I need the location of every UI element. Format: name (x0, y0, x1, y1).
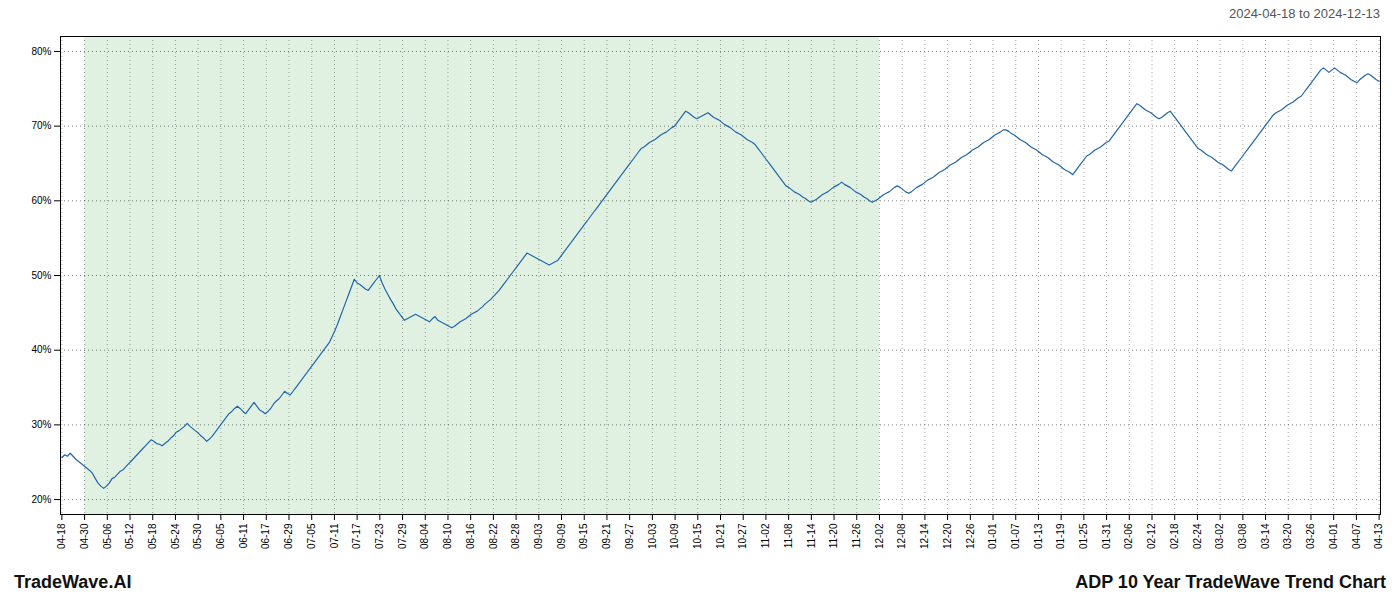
svg-text:07-23: 07-23 (374, 523, 385, 549)
svg-text:08-28: 08-28 (510, 523, 521, 549)
svg-text:03-02: 03-02 (1214, 523, 1225, 549)
svg-text:08-04: 08-04 (419, 523, 430, 549)
svg-text:03-14: 03-14 (1260, 523, 1271, 549)
svg-text:04-01: 04-01 (1328, 523, 1339, 549)
svg-text:04-07: 04-07 (1351, 523, 1362, 549)
svg-text:08-10: 08-10 (442, 523, 453, 549)
svg-text:12-08: 12-08 (896, 523, 907, 549)
svg-text:20%: 20% (31, 494, 51, 505)
svg-text:10-09: 10-09 (669, 523, 680, 549)
html-text:2024-04-18 to 2024-12-13: 2024-04-18 to 2024-12-13 (1228, 5, 1380, 21)
svg-text:08-22: 08-22 (488, 523, 499, 549)
svg-text:04-30: 04-30 (79, 523, 90, 549)
svg-text:70%: 70% (31, 120, 51, 131)
html-text:TradeWave.AI: TradeWave.AI (14, 571, 132, 592)
svg-text:07-11: 07-11 (329, 523, 340, 548)
svg-text:80%: 80% (31, 46, 51, 57)
svg-text:11-20: 11-20 (828, 523, 839, 548)
svg-text:30%: 30% (31, 419, 51, 430)
svg-text:50%: 50% (31, 270, 51, 281)
svg-text:03-08: 03-08 (1237, 523, 1248, 549)
svg-text:04-13: 04-13 (1373, 523, 1384, 549)
svg-text:03-26: 03-26 (1305, 523, 1316, 549)
svg-text:07-05: 07-05 (306, 523, 317, 549)
svg-text:09-03: 09-03 (533, 523, 544, 549)
svg-text:01-13: 01-13 (1033, 523, 1044, 549)
svg-text:10-03: 10-03 (647, 523, 658, 549)
svg-text:05-24: 05-24 (170, 523, 181, 549)
svg-text:12-20: 12-20 (942, 523, 953, 549)
svg-text:11-26: 11-26 (851, 523, 862, 548)
svg-text:02-06: 02-06 (1123, 523, 1134, 549)
svg-text:12-26: 12-26 (965, 523, 976, 549)
svg-text:05-06: 05-06 (102, 523, 113, 549)
svg-text:11-08: 11-08 (783, 523, 794, 548)
svg-text:10-21: 10-21 (715, 523, 726, 549)
svg-text:06-17: 06-17 (260, 523, 271, 549)
svg-text:02-18: 02-18 (1169, 523, 1180, 549)
svg-text:09-27: 09-27 (624, 523, 635, 549)
svg-text:01-01: 01-01 (987, 523, 998, 549)
svg-text:10-15: 10-15 (692, 523, 703, 549)
html-text:ADP 10 Year TradeWave Trend Ch: ADP 10 Year TradeWave Trend Chart (1075, 571, 1386, 592)
svg-text:04-18: 04-18 (56, 523, 67, 549)
svg-text:06-05: 06-05 (215, 523, 226, 549)
svg-text:06-11: 06-11 (238, 523, 249, 548)
svg-text:09-15: 09-15 (578, 523, 589, 549)
svg-text:11-02: 11-02 (760, 523, 771, 548)
svg-text:01-19: 01-19 (1055, 523, 1066, 549)
svg-text:10-27: 10-27 (737, 523, 748, 549)
svg-text:01-31: 01-31 (1101, 523, 1112, 549)
svg-text:01-07: 01-07 (1010, 523, 1021, 549)
svg-text:05-18: 05-18 (147, 523, 158, 549)
svg-text:12-02: 12-02 (874, 523, 885, 549)
svg-text:02-12: 02-12 (1146, 523, 1157, 549)
svg-text:01-25: 01-25 (1078, 523, 1089, 549)
svg-text:09-21: 09-21 (601, 523, 612, 549)
svg-text:40%: 40% (31, 344, 51, 355)
svg-text:08-16: 08-16 (465, 523, 476, 549)
svg-text:07-17: 07-17 (351, 523, 362, 549)
svg-text:05-12: 05-12 (124, 523, 135, 549)
svg-text:06-29: 06-29 (283, 523, 294, 549)
svg-text:02-24: 02-24 (1192, 523, 1203, 549)
svg-text:11-14: 11-14 (806, 523, 817, 548)
svg-text:03-20: 03-20 (1282, 523, 1293, 549)
svg-text:12-14: 12-14 (919, 523, 930, 549)
svg-text:05-30: 05-30 (192, 523, 203, 549)
svg-text:07-29: 07-29 (397, 523, 408, 549)
svg-text:60%: 60% (31, 195, 51, 206)
svg-text:09-09: 09-09 (556, 523, 567, 549)
